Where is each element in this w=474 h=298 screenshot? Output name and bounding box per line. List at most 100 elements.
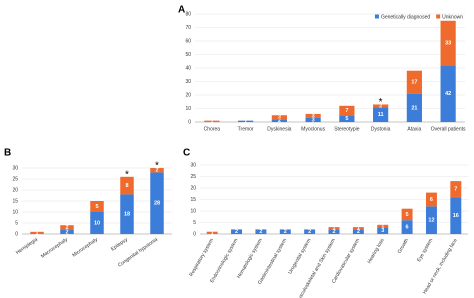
legend-swatch [374,14,379,19]
annotation: * [125,169,129,180]
bar-segment [352,227,364,230]
value-label: 3 [381,228,384,234]
y-tick-label: 25 [12,176,18,182]
bar-segment [450,197,462,234]
bar-segment [401,220,413,234]
value-label: 2 [155,168,158,174]
bar-segment [373,107,389,122]
y-tick-label: 20 [185,92,191,98]
value-label: 1 [332,226,335,232]
y-tick-label: 15 [190,197,196,203]
bar-segment [279,229,291,234]
y-tick-label: 0 [188,119,191,125]
value-label: 28 [154,201,160,207]
y-tick-label: 30 [12,165,18,171]
value-label: 1 [244,119,247,125]
y-tick-label: 5 [15,220,18,226]
y-tick-label: 25 [190,174,196,180]
value-label: 5 [345,116,348,122]
value-label: 2 [357,229,360,235]
value-label: 6 [430,197,433,203]
annotation: * [379,97,383,108]
legend-label: Genetically diagnosed [381,14,430,20]
bar-segment [120,176,134,195]
y-tick-label: 20 [190,185,196,191]
value-label: 42 [445,91,451,97]
panel-label: A [178,5,185,16]
bar-segment [440,65,456,122]
value-label: 1 [357,226,360,232]
bar-segment [255,229,267,234]
value-label: 7 [345,108,348,114]
bar-segment [328,227,340,230]
bar-segment [352,229,364,234]
value-label: 17 [411,80,417,86]
bar-segment [90,201,104,212]
bar-segment [305,113,321,118]
value-label: 16 [453,213,459,219]
y-tick-label: 10 [185,106,191,112]
y-tick-label: 70 [185,25,191,31]
y-tick-label: 40 [185,65,191,71]
value-label: 1 [210,119,213,125]
legend-swatch [436,14,441,19]
value-label: 5 [406,212,409,218]
annotation: * [155,161,159,172]
y-tick-label: 10 [190,208,196,214]
bar-segment [150,172,164,234]
value-label: 33 [445,40,451,46]
y-tick-label: 15 [12,198,18,204]
bar-segment [339,105,355,116]
y-tick-label: 0 [193,231,196,237]
bar-segment [406,70,422,94]
bar-segment [206,231,218,234]
bar-segment [305,117,321,122]
bar-segment [120,194,134,234]
y-tick-label: 50 [185,52,191,58]
value-label: 1 [381,223,384,229]
bar-segment [304,229,316,234]
bar-segment [440,20,456,66]
value-label: 18 [124,212,130,218]
y-tick-label: 20 [12,187,18,193]
value-label: 2 [65,229,68,235]
bar-segment [60,225,74,230]
y-tick-label: 80 [185,11,191,17]
bar-segment [425,206,437,234]
y-tick-label: 60 [185,38,191,44]
value-label: 11 [378,112,384,118]
bar-segment [60,229,74,234]
bar-segment [401,208,413,221]
bar-segment [30,231,44,234]
bar-segment [450,181,462,198]
value-label: 12 [428,218,434,224]
value-label: 5 [95,204,98,210]
bar-segment [271,119,287,122]
value-label: 21 [411,105,417,111]
value-label: 1 [35,230,38,236]
bar-segment [150,168,164,173]
value-label: 10 [94,220,100,226]
y-tick-label: 10 [12,209,18,215]
bar-segment [373,104,389,108]
value-label: 2 [259,229,262,235]
bar-segment [90,212,104,234]
value-label: 2 [379,103,382,109]
value-label: 2 [235,229,238,235]
value-label: 7 [454,187,457,193]
y-tick-label: 0 [15,231,18,237]
value-label: 6 [406,225,409,231]
x-tick-label: Ataxia [407,126,421,132]
bar-segment [204,120,220,122]
bar-segment [406,93,422,122]
y-tick-label: 30 [185,79,191,85]
value-label: 2 [284,229,287,235]
bar-segment [271,115,287,120]
y-tick-label: 5 [193,220,196,226]
x-tick-label: Stereotypie [334,126,360,132]
bar-segment [339,115,355,122]
value-label: 2 [332,229,335,235]
bar-segment [328,229,340,234]
